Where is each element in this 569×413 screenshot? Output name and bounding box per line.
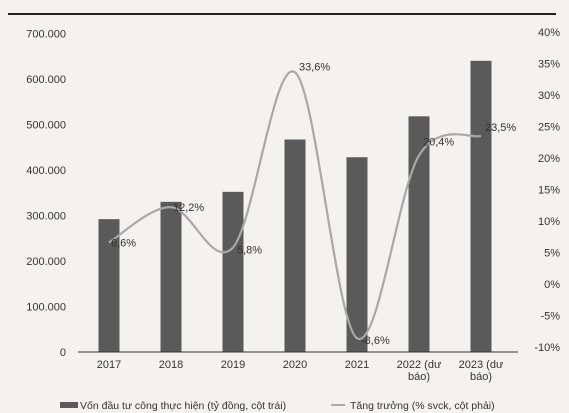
y-right-tick-label: 40% [538, 27, 560, 39]
y-right-tick-label: 5% [544, 248, 560, 260]
y-right-tick-label: 20% [538, 153, 560, 165]
y-right-tick-label: 35% [538, 59, 560, 71]
y-left-tick-label: 500.000 [26, 120, 66, 132]
x-tick-label: báo) [470, 371, 492, 383]
y-right-tick-label: -10% [534, 342, 560, 354]
growth-data-label: 20,4% [423, 136, 454, 148]
y-right-tick-label: 30% [538, 90, 560, 102]
x-tick-label: 2023 (dư [459, 359, 504, 371]
bar [408, 116, 430, 352]
bar [160, 201, 182, 352]
growth-data-label: 33,6% [299, 61, 330, 73]
growth-line [108, 70, 482, 340]
y-right-tick-label: 0% [544, 279, 560, 291]
y-left-tick-label: 700.000 [26, 29, 66, 41]
bar [222, 191, 244, 352]
y-right-tick-label: 25% [538, 122, 560, 134]
bar [346, 157, 368, 352]
x-tick-label: 2020 [283, 359, 307, 371]
legend-bar-label: Vốn đầu tư công thực hiện (tỷ đồng, cột … [80, 400, 286, 412]
growth-data-label: 6,6% [111, 237, 136, 249]
y-right-tick-label: -5% [540, 311, 560, 323]
growth-data-label: 23,5% [485, 122, 516, 134]
y-left-tick-label: 400.000 [26, 165, 66, 177]
y-right-tick-label: 15% [538, 185, 560, 197]
y-right-tick-label: 10% [538, 216, 560, 228]
y-left-tick-label: 200.000 [26, 256, 66, 268]
x-tick-label: báo) [408, 371, 430, 383]
growth-data-label: 5,8% [237, 244, 262, 256]
growth-data-label: 12,2% [173, 202, 204, 214]
y-left-tick-label: 300.000 [26, 211, 66, 223]
x-tick-label: 2021 [345, 359, 369, 371]
x-tick-label: 2019 [221, 359, 245, 371]
bar [470, 60, 492, 353]
y-left-tick-label: 600.000 [26, 74, 66, 86]
x-tick-label: 2022 (dư [397, 359, 442, 371]
bar [284, 139, 306, 352]
legend-line-label: Tăng trưởng (% svck, cột phải) [350, 400, 495, 412]
bar [98, 219, 120, 352]
y-left-tick-label: 0 [60, 347, 66, 359]
x-tick-label: 2018 [159, 359, 183, 371]
legend-bar-swatch [60, 402, 78, 408]
y-left-tick-label: 100.000 [26, 302, 66, 314]
growth-data-label: -8,6% [361, 335, 390, 347]
x-tick-label: 2017 [97, 359, 121, 371]
